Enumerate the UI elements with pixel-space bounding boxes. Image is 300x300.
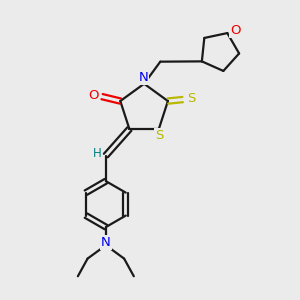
- Text: N: N: [101, 236, 111, 249]
- Text: H: H: [93, 147, 101, 160]
- Text: O: O: [88, 89, 99, 102]
- Text: O: O: [230, 24, 241, 37]
- Text: S: S: [154, 129, 163, 142]
- Text: S: S: [187, 92, 195, 105]
- Text: N: N: [139, 71, 148, 84]
